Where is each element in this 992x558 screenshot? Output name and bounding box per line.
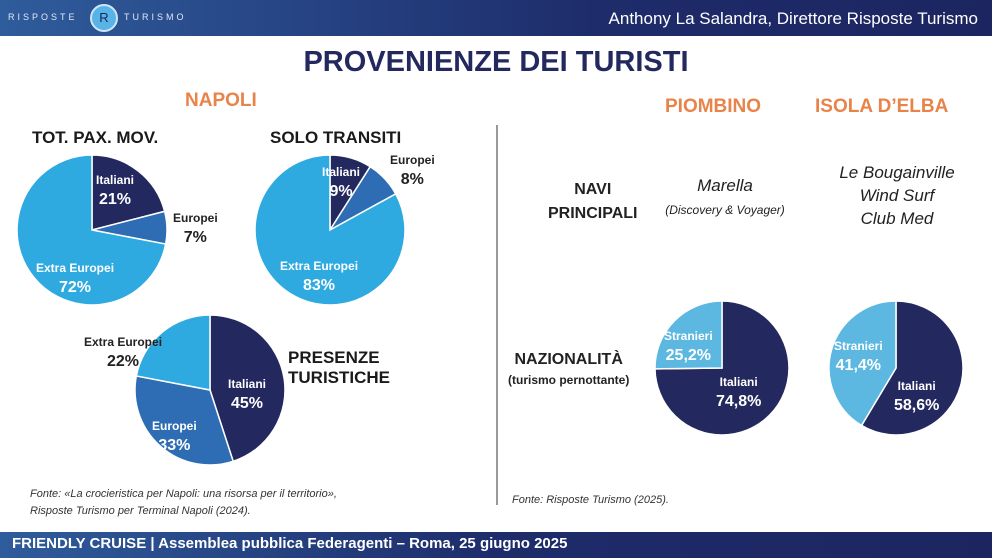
elba-ships: Le Bougainville Wind Surf Club Med — [839, 163, 955, 228]
piombino-label-stranieri: Stranieri 25,2% — [664, 329, 713, 364]
page-title: PROVENIENZE DEI TURISTI — [303, 46, 689, 78]
elba-label-stranieri: Stranieri 41,4% — [834, 339, 883, 374]
pie4-slice-italiani — [654, 300, 790, 436]
transiti-title: SOLO TRANSITI — [270, 128, 402, 147]
logo-text-right: TURISMO — [124, 12, 187, 22]
footer-text: FRIENDLY CRUISE | Assemblea pubblica Fed… — [12, 535, 568, 552]
piombino-ships: Marella (Discovery & Voyager) — [665, 176, 785, 217]
tot-pax-title: TOT. PAX. MOV. — [32, 128, 159, 147]
right-source: Fonte: Risposte Turismo (2025). — [512, 494, 669, 506]
logo-text-left: RISPOSTE — [8, 12, 78, 22]
header-bar: RISPOSTE R TURISMO Anthony La Salandra, … — [0, 0, 992, 36]
pie3-label-italiani: Italiani 45% — [228, 377, 267, 412]
pie1-label-italiani: Italiani 21% — [96, 173, 135, 208]
pie2-label-extra: Extra Europei 83% — [280, 259, 359, 294]
speaker-name: Anthony La Salandra, Direttore Risposte … — [608, 9, 978, 28]
pie2-label-europei: Europei 8% — [390, 153, 435, 188]
napoli-heading: NAPOLI — [185, 90, 257, 111]
footer-bar: FRIENDLY CRUISE | Assemblea pubblica Fed… — [0, 532, 992, 558]
pie1-slice-italiani — [91, 154, 166, 231]
pie1-label-extra: Extra Europei 72% — [36, 261, 115, 296]
pie3-slice-extra-europei — [135, 314, 211, 391]
elba-label-italiani: Italiani 58,6% — [894, 379, 940, 414]
piombino-heading: PIOMBINO — [665, 96, 762, 117]
elba-heading: ISOLA D’ELBA — [815, 96, 949, 117]
presenze-title: PRESENZE TURISTICHE — [288, 348, 390, 388]
nazionalita-label: NAZIONALITÀ (turismo pernottante) — [508, 351, 630, 387]
pie3-slice-italiani — [209, 314, 286, 463]
pie1-slice-extra-europei — [16, 154, 167, 306]
navi-label: NAVI PRINCIPALI — [548, 181, 638, 222]
pie1-label-europei: Europei 7% — [173, 211, 218, 246]
pie3-label-extra: Extra Europei 22% — [84, 335, 163, 370]
pie4-slice-stranieri — [654, 300, 723, 370]
pie2-slice-extra-europei — [254, 154, 406, 306]
logo-icon: R — [90, 4, 118, 32]
pie3-label-europei: Europei 33% — [152, 419, 197, 454]
pie3-slice-europei — [134, 375, 235, 466]
pie5-slice-italiani — [860, 300, 964, 436]
piombino-label-italiani: Italiani 74,8% — [716, 375, 762, 410]
pie2-label-italiani: Italiani 9% — [322, 165, 361, 200]
divider — [496, 125, 498, 505]
pie5-slice-stranieri — [828, 300, 897, 427]
napoli-source: Fonte: «La crocieristica per Napoli: una… — [30, 488, 337, 517]
